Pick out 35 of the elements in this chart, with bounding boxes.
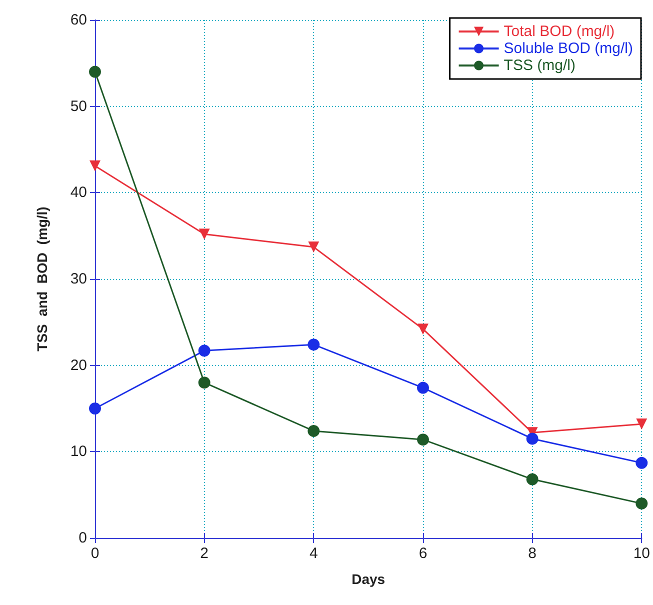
y-tick-label: 60 (70, 12, 87, 28)
x-tick-label: 8 (528, 545, 536, 562)
y-axis-title: TSS and BOD (mg/l) (34, 206, 50, 352)
point (198, 344, 210, 357)
y-tick-label: 10 (70, 443, 87, 460)
y-tick-label: 20 (70, 356, 87, 374)
point (636, 456, 648, 469)
point (417, 382, 429, 394)
y-tick-label: 30 (70, 270, 87, 288)
point (89, 402, 101, 414)
point (308, 338, 320, 351)
legend-label: Soluble BOD (mg/l) (504, 40, 634, 57)
x-tick-label: 4 (309, 545, 318, 562)
point (308, 424, 320, 437)
x-tick-label: 2 (200, 545, 209, 562)
x-tick-label: 10 (633, 545, 650, 562)
y-tick-label: 50 (70, 98, 87, 115)
point (417, 324, 428, 335)
point (90, 160, 100, 172)
x-tick-label: 0 (90, 545, 100, 562)
point (636, 418, 648, 430)
y-tick-label: 0 (78, 530, 87, 546)
point (636, 497, 648, 510)
legend-label: TSS (mg/l) (504, 57, 576, 74)
point (526, 473, 538, 486)
x-axis-title: Days (352, 571, 386, 587)
y-tick-label: 40 (70, 184, 87, 202)
point (417, 434, 429, 446)
point (198, 228, 210, 240)
legend-label: Total BOD (mg/l) (504, 23, 615, 40)
point (308, 242, 320, 253)
point (526, 432, 538, 445)
point (198, 376, 210, 389)
x-tick-label: 6 (418, 545, 428, 562)
point (89, 66, 101, 78)
